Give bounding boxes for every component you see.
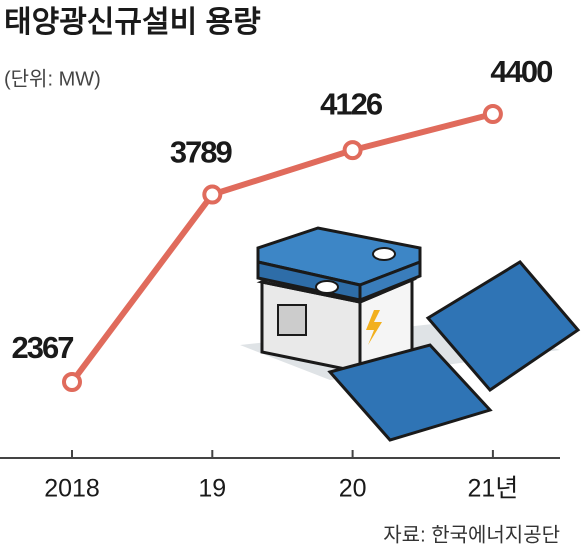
x-tick-label: 2018 <box>44 475 100 503</box>
data-label: 4400 <box>490 54 552 89</box>
illustration <box>240 226 581 442</box>
point <box>482 104 503 124</box>
point <box>202 184 223 205</box>
data-label: 2367 <box>12 330 74 365</box>
chart-subtitle: (단위: MW) <box>4 67 101 90</box>
source: 자료: 한국에너지공단 <box>383 523 560 546</box>
chart-title: 태양광신규설비 용량 <box>4 6 261 39</box>
x-tick-label: 21년 <box>467 475 518 503</box>
line <box>69 111 494 384</box>
data-label: 3789 <box>170 135 233 170</box>
point <box>62 372 82 392</box>
x-tick-label: 20 <box>339 475 367 503</box>
data-label: 4126 <box>320 86 383 121</box>
point <box>342 140 363 161</box>
x-tick-label: 19 <box>198 475 226 503</box>
